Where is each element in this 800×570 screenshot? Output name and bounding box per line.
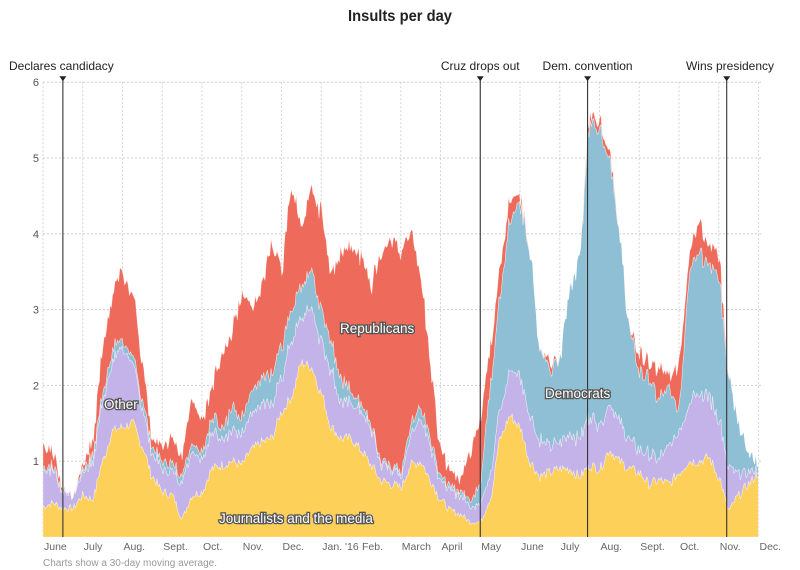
- series-label: Journalists and the media: [219, 511, 373, 526]
- event-label: Dem. convention: [543, 59, 633, 73]
- y-tick-label: 1: [33, 456, 39, 468]
- area-layers: [42, 111, 759, 538]
- x-tick-label: Aug.: [124, 541, 146, 553]
- x-tick-label: Jan. '16: [322, 541, 359, 553]
- y-axis: 1 2 3 4 5 6: [33, 77, 39, 468]
- event-label: Cruz drops out: [441, 59, 520, 73]
- x-tick-label: June: [44, 541, 67, 553]
- x-tick-label: Aug.: [601, 541, 623, 553]
- x-tick-label: Sept.: [163, 541, 188, 553]
- y-tick-label: 4: [33, 229, 39, 241]
- y-tick-label: 6: [33, 77, 39, 89]
- x-tick-label: June: [521, 541, 544, 553]
- y-tick-label: 2: [33, 380, 39, 392]
- x-tick-label: May: [481, 541, 502, 553]
- event-marker-arrow-icon: [584, 76, 592, 82]
- y-tick-label: 5: [33, 153, 39, 165]
- event-marker-arrow-icon: [723, 76, 731, 82]
- x-tick-label: July: [84, 541, 103, 553]
- x-tick-label: April: [442, 541, 463, 553]
- series-label: Other: [104, 397, 138, 412]
- x-tick-label: Dec.: [760, 541, 782, 553]
- event-marker-arrow-icon: [476, 76, 484, 82]
- chart-title: Insults per day: [348, 8, 452, 25]
- series-label: Democrats: [545, 386, 611, 401]
- event-label: Declares candidacy: [9, 59, 114, 73]
- x-tick-label: Feb.: [362, 541, 383, 553]
- x-tick-label: July: [561, 541, 580, 553]
- event-label: Wins presidency: [686, 59, 774, 73]
- x-tick-label: Nov.: [243, 541, 264, 553]
- event-marker-arrow-icon: [59, 76, 67, 82]
- x-tick-label: Nov.: [720, 541, 741, 553]
- x-tick-label: March: [402, 541, 431, 553]
- footnote: Charts show a 30-day moving average.: [43, 558, 217, 569]
- x-tick-label: Oct.: [203, 541, 222, 553]
- x-tick-label: Dec.: [283, 541, 305, 553]
- series-labels: Republicans Other Democrats Journalists and…: [103, 320, 612, 528]
- y-tick-label: 3: [33, 305, 39, 317]
- area-republicans: [42, 111, 759, 504]
- x-tick-label: Oct.: [680, 541, 699, 553]
- series-label: Republicans: [340, 321, 415, 336]
- x-tick-label: Sept.: [640, 541, 665, 553]
- x-axis: June July Aug. Sept. Oct. Nov. Dec. Jan. '16 Feb…: [44, 541, 781, 553]
- event-markers: Declares candidacy Cruz drops out Dem. con…: [9, 59, 774, 537]
